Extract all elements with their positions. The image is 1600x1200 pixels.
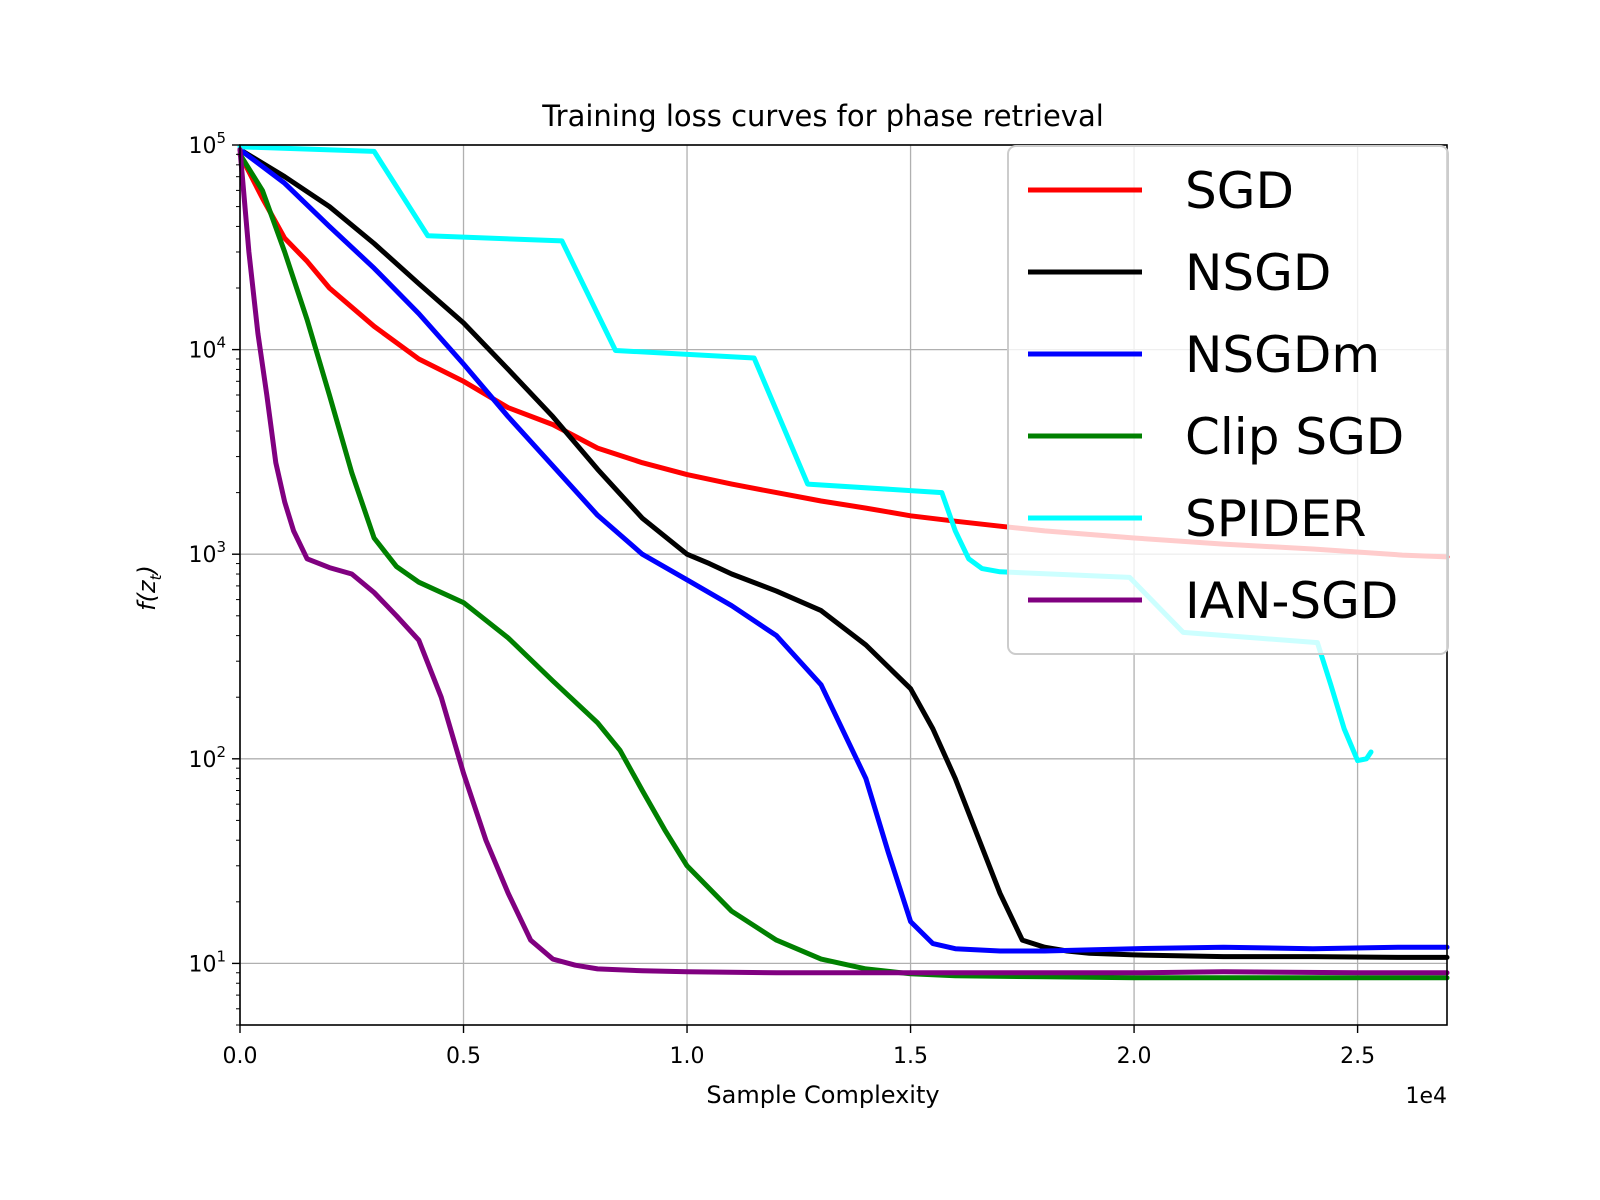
y-tick-label: 104 [188,334,226,364]
series-line-spider [237,144,1374,764]
x-tick-label: 0.5 [446,1044,481,1069]
y-tick-label: 105 [188,129,226,159]
chart-title: Training loss curves for phase retrieval [541,99,1104,133]
series-line-nsgdm [237,147,1450,954]
series-line-clip-sgd [237,151,1450,981]
x-tick-label: 2.5 [1340,1044,1375,1069]
legend-label-spider: SPIDER [1185,490,1366,548]
series-line-ian-sgd [237,147,1450,976]
y-tick-label: 101 [188,947,226,977]
legend-label-ian-sgd: IAN-SGD [1185,572,1398,630]
x-axis: 0.0 0.5 1.0 1.5 2.0 2.5 [223,1025,1375,1069]
legend-label-nsgd: NSGD [1185,244,1331,302]
y-axis-label-subscript: t [147,573,165,580]
series-line-nsgd [237,147,1450,960]
x-tick-label: 0.0 [223,1044,258,1069]
x-tick-label: 1.5 [893,1044,928,1069]
x-tick-label: 2.0 [1117,1044,1152,1069]
x-axis-offset-label: 1e4 [1405,1084,1447,1109]
legend: SGD NSGD NSGDm Clip SGD SPIDER IAN-SGD [1007,145,1449,655]
y-axis-label: f(zt) [133,565,165,611]
y-tick-label: 103 [188,538,226,568]
x-tick-label: 1.0 [670,1044,705,1069]
legend-label-nsgdm: NSGDm [1185,326,1380,384]
y-axis-label-main: f(z [133,579,161,611]
x-axis-label: Sample Complexity [706,1081,939,1109]
legend-label-sgd: SGD [1185,162,1294,220]
y-axis-label-end: ) [133,565,161,576]
y-tick-label: 102 [188,743,226,773]
y-axis: 101 102 103 104 105 [188,129,240,1026]
legend-label-clip-sgd: Clip SGD [1185,408,1404,466]
